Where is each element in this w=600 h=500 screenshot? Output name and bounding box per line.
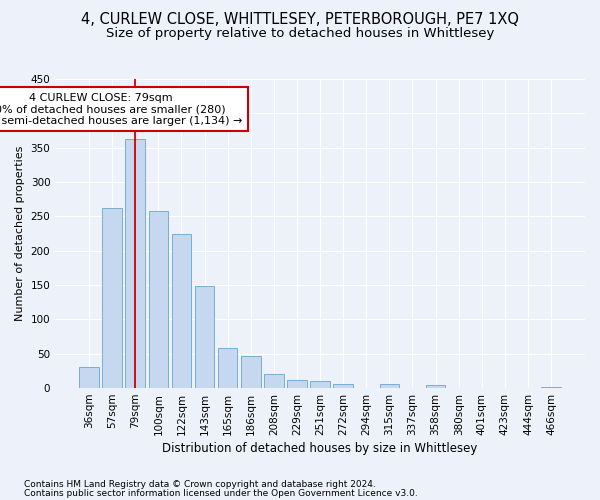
Bar — [287, 380, 307, 388]
Bar — [172, 234, 191, 388]
Text: 4, CURLEW CLOSE, WHITTLESEY, PETERBOROUGH, PE7 1XQ: 4, CURLEW CLOSE, WHITTLESEY, PETERBOROUG… — [81, 12, 519, 28]
X-axis label: Distribution of detached houses by size in Whittlesey: Distribution of detached houses by size … — [163, 442, 478, 455]
Bar — [195, 286, 214, 388]
Bar — [149, 211, 168, 388]
Y-axis label: Number of detached properties: Number of detached properties — [15, 146, 25, 321]
Bar — [310, 380, 330, 388]
Bar — [426, 386, 445, 388]
Bar — [264, 374, 284, 388]
Bar — [380, 384, 399, 388]
Bar — [334, 384, 353, 388]
Bar — [218, 348, 238, 388]
Text: Size of property relative to detached houses in Whittlesey: Size of property relative to detached ho… — [106, 28, 494, 40]
Bar — [241, 356, 260, 388]
Bar — [103, 208, 122, 388]
Bar — [125, 140, 145, 388]
Text: 4 CURLEW CLOSE: 79sqm
← 20% of detached houses are smaller (280)
80% of semi-det: 4 CURLEW CLOSE: 79sqm ← 20% of detached … — [0, 92, 242, 126]
Bar — [79, 367, 99, 388]
Text: Contains public sector information licensed under the Open Government Licence v3: Contains public sector information licen… — [24, 488, 418, 498]
Text: Contains HM Land Registry data © Crown copyright and database right 2024.: Contains HM Land Registry data © Crown c… — [24, 480, 376, 489]
